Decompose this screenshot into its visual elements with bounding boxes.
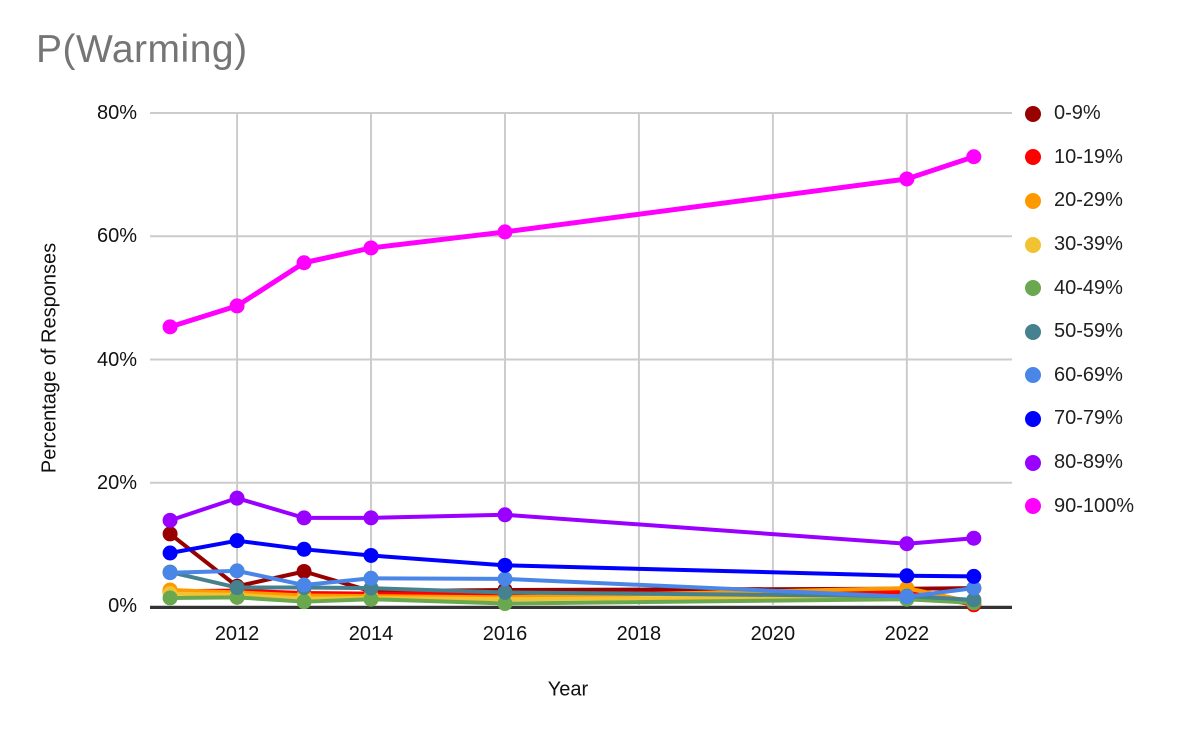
- data-point-70-79pct-2022: [899, 568, 915, 584]
- legend-dot-icon: [1025, 280, 1041, 297]
- data-point-60-69pct-2022: [899, 589, 915, 605]
- legend-label: 90-100%: [1054, 494, 1135, 517]
- data-point-80-89pct-2016: [497, 507, 513, 523]
- legend-label: 10-19%: [1054, 145, 1123, 168]
- series-line-70-79pct: [168, 538, 976, 579]
- data-point-40-49pct-2013: [296, 594, 312, 610]
- x-tick-label-2016: 2016: [482, 623, 528, 645]
- data-point-70-79pct-2013: [296, 541, 312, 557]
- x-tick-label-2022: 2022: [884, 623, 930, 645]
- legend-dot-icon: [1025, 149, 1041, 166]
- data-point-90-100pct-2016: [497, 224, 513, 240]
- data-point-60-69pct-2012: [229, 563, 245, 579]
- series-line-80-89pct: [168, 496, 976, 546]
- y-tick-label-60: 60%: [96, 225, 137, 248]
- legend-item-40-49pct: 40-49%: [1025, 266, 1134, 310]
- data-point-40-49pct-2011: [162, 590, 178, 606]
- legend-item-0-9pct: 0-9%: [1025, 92, 1134, 136]
- data-point-90-100pct-2011: [162, 319, 178, 335]
- legend-dot-icon: [1025, 367, 1041, 384]
- data-point-40-49pct-2016: [497, 596, 513, 612]
- data-point-60-69pct-2023: [966, 580, 982, 596]
- data-point-0-9pct-2013: [296, 563, 312, 579]
- data-point-80-89pct-2013: [296, 510, 312, 526]
- legend-item-60-69pct: 60-69%: [1025, 354, 1134, 398]
- data-point-60-69pct-2016: [497, 571, 513, 587]
- data-point-70-79pct-2011: [162, 545, 178, 561]
- data-point-60-69pct-2013: [296, 577, 312, 593]
- legend-label: 30-39%: [1054, 233, 1123, 256]
- data-point-50-59pct-2016: [497, 584, 513, 600]
- y-tick-label-20: 20%: [96, 471, 137, 494]
- series-line-90-100pct: [167, 154, 977, 330]
- y-tick-label-80: 80%: [96, 102, 137, 124]
- x-tick-label-2018: 2018: [616, 623, 662, 645]
- data-point-90-100pct-2012: [229, 298, 245, 314]
- data-point-50-59pct-2023: [966, 592, 982, 608]
- data-point-80-89pct-2023: [966, 530, 982, 546]
- data-point-90-100pct-2014: [363, 240, 379, 256]
- legend: 0-9% 10-19% 20-29% 30-39% 40-49% 50-59% 60-69%…: [1025, 92, 1134, 528]
- data-point-80-89pct-2022: [899, 536, 915, 552]
- data-point-70-79pct-2012: [229, 533, 245, 549]
- y-tick-label-0: 0%: [108, 595, 137, 617]
- x-tick-label-2012: 2012: [214, 623, 260, 645]
- legend-dot-icon: [1025, 105, 1041, 122]
- data-point-0-9pct-2011: [162, 526, 178, 542]
- legend-dot-icon: [1025, 454, 1041, 471]
- legend-dot-icon: [1025, 236, 1041, 253]
- data-point-90-100pct-2023: [966, 149, 982, 165]
- legend-label: 20-29%: [1054, 189, 1123, 212]
- y-axis-title: Percentage of Responses: [38, 242, 61, 474]
- x-tick-label-2020: 2020: [750, 623, 796, 645]
- x-axis-title: Year: [547, 678, 589, 701]
- data-point-80-89pct-2014: [363, 510, 379, 526]
- data-point-70-79pct-2014: [363, 547, 379, 563]
- legend-dot-icon: [1025, 498, 1041, 515]
- legend-item-70-79pct: 70-79%: [1025, 397, 1134, 441]
- legend-dot-icon: [1025, 410, 1041, 427]
- legend-item-80-89pct: 80-89%: [1025, 441, 1134, 485]
- legend-item-30-39pct: 30-39%: [1025, 223, 1134, 267]
- data-point-70-79pct-2023: [966, 568, 982, 584]
- data-point-60-69pct-2011: [162, 565, 178, 581]
- legend-item-10-19pct: 10-19%: [1025, 136, 1134, 180]
- data-point-40-49pct-2014: [363, 591, 379, 607]
- legend-label: 70-79%: [1054, 407, 1123, 430]
- data-point-80-89pct-2011: [162, 512, 178, 528]
- legend-item-50-59pct: 50-59%: [1025, 310, 1134, 354]
- y-tick-label-40: 40%: [96, 348, 137, 371]
- data-point-80-89pct-2012: [229, 490, 245, 506]
- legend-label: 40-49%: [1054, 276, 1123, 299]
- legend-item-20-29pct: 20-29%: [1025, 179, 1134, 223]
- data-point-70-79pct-2016: [497, 557, 513, 573]
- legend-dot-icon: [1025, 323, 1041, 340]
- data-point-90-100pct-2013: [296, 255, 312, 271]
- data-point-90-100pct-2022: [899, 171, 915, 187]
- data-point-50-59pct-2012: [229, 580, 245, 596]
- legend-dot-icon: [1025, 192, 1041, 209]
- legend-label: 80-89%: [1054, 451, 1123, 474]
- chart-title: P(Warming): [36, 28, 248, 71]
- legend-item-90-100pct: 90-100%: [1025, 484, 1134, 528]
- data-point-60-69pct-2014: [363, 570, 379, 586]
- legend-label: 50-59%: [1054, 320, 1123, 343]
- legend-label: 60-69%: [1054, 363, 1123, 386]
- x-tick-label-2014: 2014: [348, 623, 394, 645]
- legend-label: 0-9%: [1054, 102, 1101, 125]
